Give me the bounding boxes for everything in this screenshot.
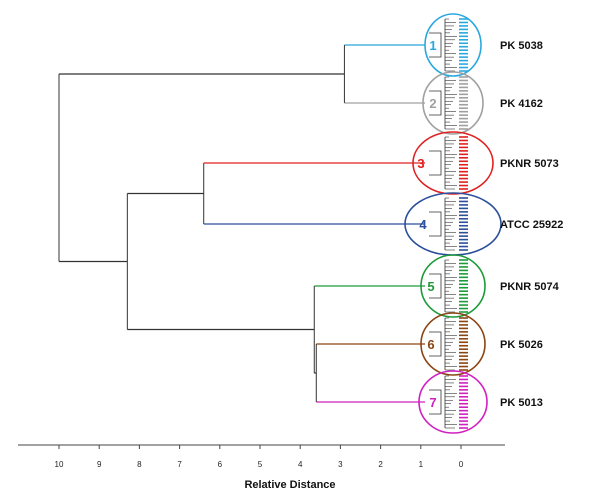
x-tick-label: 3 [338, 460, 343, 469]
cluster-7-ellipse [418, 370, 488, 434]
x-axis-title: Relative Distance [244, 479, 335, 491]
cluster-5-leaves [429, 259, 468, 313]
cluster-1-ellipse [424, 13, 482, 77]
x-tick-label: 6 [218, 460, 223, 469]
cluster-6-leaves [429, 317, 468, 371]
x-tick-label: 4 [298, 460, 303, 469]
cluster-6-strain-label: PK 5026 [500, 339, 543, 351]
sub-cluster-bracket [429, 273, 442, 299]
cluster-6-number: 6 [427, 337, 434, 352]
x-tick-label: 0 [459, 460, 464, 469]
cluster-3-ellipse [412, 131, 494, 195]
cluster-3-leaves [429, 136, 468, 190]
x-tick-label: 8 [137, 460, 142, 469]
x-tick-label: 1 [419, 460, 424, 469]
dendrogram-tree [58, 44, 425, 403]
cluster-7-strain-label: PK 5013 [500, 397, 543, 409]
x-tick-label: 9 [97, 460, 102, 469]
cluster-1-leaves [429, 18, 468, 72]
x-tick-label: 7 [177, 460, 182, 469]
x-axis: 10 9 8 7 6 5 4 3 2 1 0 [18, 444, 505, 469]
cluster-3-strain-label: PKNR 5073 [500, 158, 559, 170]
cluster-6-ellipse [420, 312, 486, 376]
cluster-3-number: 3 [417, 156, 424, 171]
cluster-2-ellipse [422, 71, 484, 135]
cluster-2-number: 2 [429, 96, 436, 111]
x-tick-label: 2 [378, 460, 383, 469]
cluster-7-number: 7 [429, 395, 436, 410]
sub-cluster-bracket [429, 211, 442, 237]
cluster-1-strain-label: PK 5038 [500, 40, 543, 52]
leaf-fans [429, 18, 468, 429]
cluster-1-number: 1 [429, 38, 436, 53]
sub-cluster-bracket [429, 331, 442, 357]
x-tick-label: 5 [258, 460, 263, 469]
sub-cluster-bracket [429, 389, 442, 415]
cluster-4-number: 4 [419, 217, 427, 232]
cluster-5-ellipse [420, 254, 486, 318]
cluster-labels: 1 PK 5038 2 PK 4162 3 PKNR 5073 4 ATCC 25922 5 PK… [417, 38, 563, 410]
cluster-5-strain-label: PKNR 5074 [500, 281, 560, 293]
cluster-4-strain-label: ATCC 25922 [500, 219, 563, 231]
sub-cluster-bracket [429, 32, 442, 58]
cluster-5-number: 5 [427, 279, 434, 294]
cluster-2-strain-label: PK 4162 [500, 98, 543, 110]
sub-cluster-bracket [429, 150, 442, 176]
x-tick-label: 10 [55, 460, 64, 469]
sub-cluster-bracket [429, 90, 442, 116]
cluster-ellipses [404, 13, 502, 434]
cluster-4-leaves [429, 197, 468, 251]
cluster-2-leaves [429, 76, 468, 130]
cluster-7-leaves [429, 375, 468, 429]
